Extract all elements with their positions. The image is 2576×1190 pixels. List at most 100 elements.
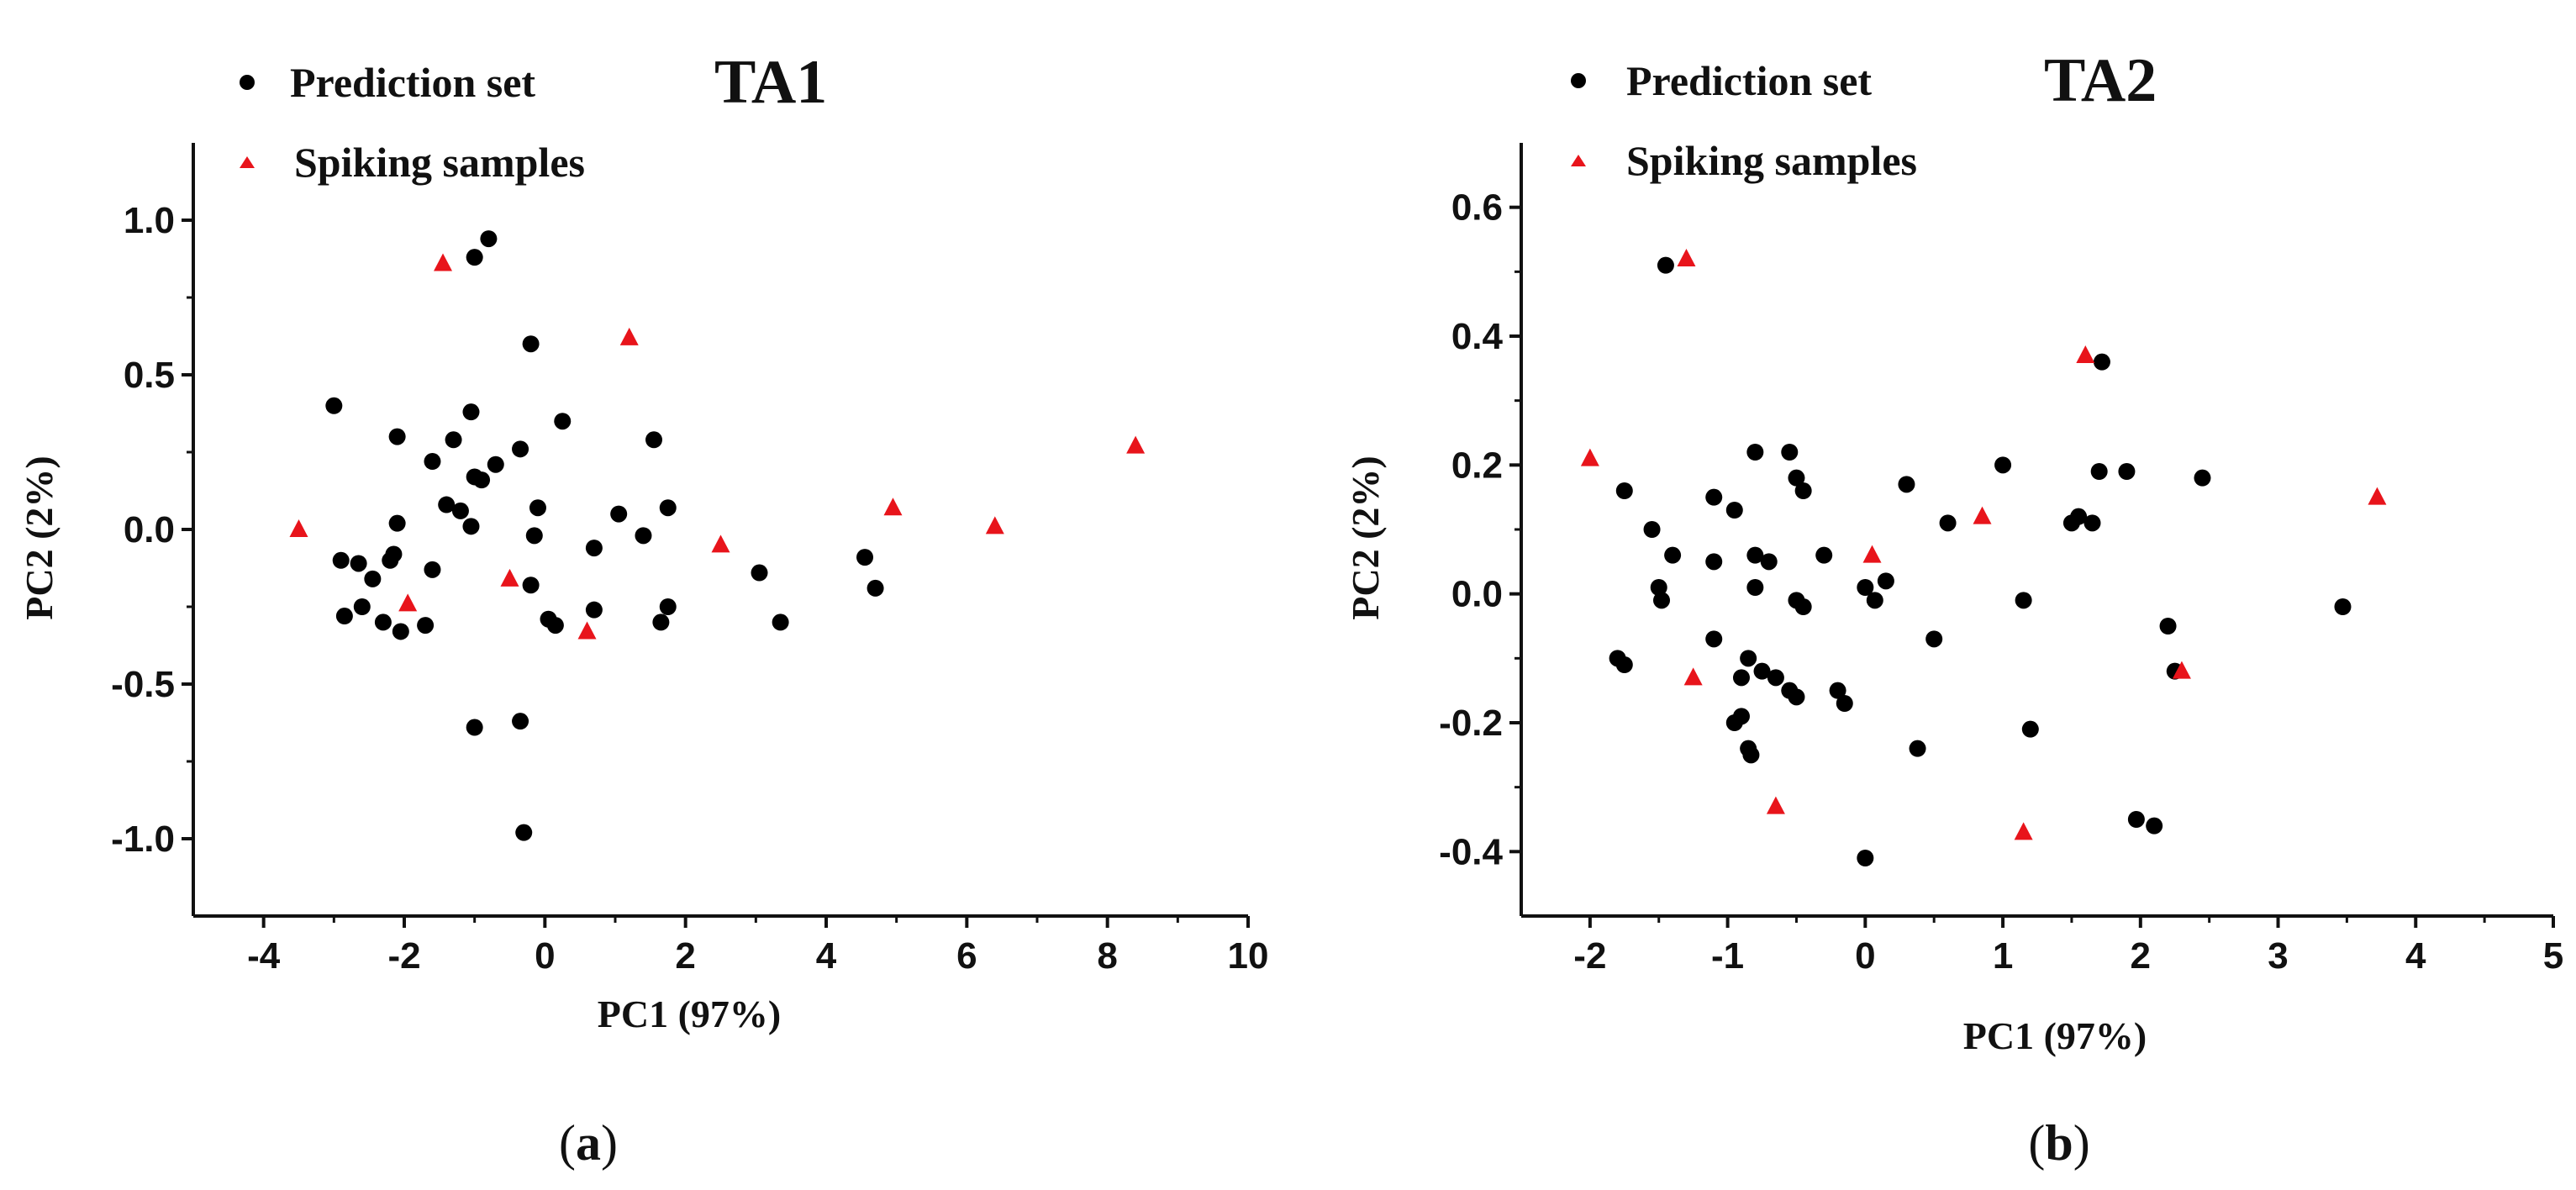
ta2-spiking-point — [2076, 345, 2095, 363]
ta1-spiking-point — [398, 593, 418, 612]
ta2-prediction-point — [1705, 553, 1723, 571]
ta2-prediction-point — [1746, 546, 1764, 564]
ta2-title: TA2 — [2044, 46, 2157, 115]
ta2-prediction-point — [1732, 669, 1750, 687]
ta2-x-tick-label: 3 — [2268, 935, 2288, 977]
ta2-prediction-point — [1657, 256, 1674, 274]
ta1-prediction-point — [856, 549, 874, 566]
ta2-prediction-point — [1857, 579, 1874, 596]
ta1-y-ticks: -1.0 -0.5 0.0 0.5 1.0 — [111, 200, 193, 860]
ta2-prediction-point — [1615, 482, 1633, 499]
ta1-prediction-point — [522, 577, 540, 594]
ta1-x-tick-label: 2 — [675, 935, 695, 977]
ta1-prediction-point — [772, 613, 789, 631]
ta2-prediction-point — [1788, 688, 1805, 706]
ta2-x-tick-label: -2 — [1573, 935, 1606, 977]
ta2-prediction-point — [1877, 572, 1894, 590]
ta2-spiking-point — [1862, 545, 1882, 563]
ta1-x-axis-title: PC1 (97%) — [598, 993, 781, 1035]
ta1-prediction-point — [350, 555, 367, 572]
ta1-x-tick-label: -4 — [247, 935, 281, 977]
ta1-x-tick-label: -2 — [387, 935, 420, 977]
ta1-points — [289, 230, 1146, 841]
ta2-spiking-point — [2014, 822, 2033, 840]
ta1-spiking-point — [711, 534, 730, 553]
ta2-x-tick-label: 4 — [2405, 935, 2426, 977]
ta2-spiking-point — [1973, 506, 1992, 524]
ta1-prediction-point — [374, 613, 392, 631]
ta1-y-tick-label: -0.5 — [111, 664, 175, 705]
ta2-prediction-point — [2334, 598, 2352, 615]
ta2-prediction-point — [1857, 850, 1874, 866]
ta2-prediction-point — [1742, 746, 1760, 764]
ta1-prediction-point — [525, 527, 543, 545]
ta2-y-tick-label: 0.2 — [1451, 445, 1503, 486]
ta1-prediction-point — [462, 518, 480, 535]
ta1-prediction-point — [438, 496, 456, 513]
ta1-prediction-point — [659, 598, 677, 615]
ta1-x-tick-label: 6 — [956, 935, 977, 977]
ta2-prediction-point — [1746, 444, 1764, 461]
ta2-prediction-point — [2090, 463, 2108, 480]
ta2-y-axis-title: PC2 (2%) — [1344, 455, 1387, 619]
ta2-panel-label: (b) — [2028, 1115, 2089, 1171]
ta1-x-tick-label: 4 — [816, 935, 837, 977]
ta2-x-axis-title: PC1 (97%) — [1963, 1014, 2147, 1057]
ta1-prediction-point — [325, 397, 343, 414]
ta2-prediction-point — [1788, 469, 1805, 487]
ta1-y-tick-label: 0.0 — [124, 509, 175, 550]
ta1-prediction-point — [635, 527, 652, 545]
ta2-prediction-point — [1925, 630, 1943, 648]
ta2-spiking-point — [1677, 249, 1696, 266]
ta2-y-tick-label: -0.4 — [1439, 831, 1503, 872]
ta2-prediction-point — [1794, 598, 1812, 615]
ta1-prediction-point — [462, 403, 480, 421]
ta2-prediction-point — [2127, 811, 2145, 828]
ta2-x-ticks: -2 -1 0 1 2 3 4 5 — [1573, 916, 2563, 977]
ta2-prediction-point — [1725, 502, 1743, 519]
ta2-prediction-point — [1664, 546, 1682, 564]
ta1-spiking-point — [434, 253, 453, 271]
ta1-y-tick-label: 0.5 — [124, 355, 175, 396]
ta1-prediction-point — [546, 617, 564, 634]
ta1-prediction-point — [522, 335, 540, 353]
ta1-prediction-point — [554, 413, 572, 430]
ta2-prediction-point — [1815, 546, 1833, 564]
ta1-prediction-point — [466, 249, 483, 266]
ta2-legend-spiking-label: Spiking samples — [1626, 137, 1917, 184]
ta1-prediction-point — [512, 713, 529, 730]
ta2-prediction-point — [2118, 463, 2136, 480]
ta1-prediction-point — [335, 608, 353, 625]
ta1-prediction-point — [388, 514, 406, 532]
ta2-spiking-point — [2172, 661, 2191, 679]
ta2-legend-prediction-label: Prediction set — [1626, 57, 1872, 104]
ta2-prediction-point — [2159, 618, 2177, 634]
ta2-spiking-point — [1683, 667, 1703, 686]
ta2-y-tick-label: 0.6 — [1451, 187, 1503, 229]
ta1-panel-letter: a — [576, 1115, 601, 1171]
ta1-prediction-point — [466, 719, 483, 736]
ta1-prediction-point — [529, 499, 546, 517]
ta1-spiking-point — [289, 519, 308, 537]
ta1-x-tick-label: 10 — [1228, 935, 1269, 977]
ta2-x-tick-label: -1 — [1711, 935, 1744, 977]
ta2-prediction-point — [2021, 720, 2039, 738]
ta1-prediction-point — [451, 502, 469, 519]
ta1-spiking-point — [883, 498, 903, 516]
ta2-prediction-point — [2194, 469, 2211, 487]
ta2-prediction-point — [1781, 444, 1799, 461]
ta2-panel-letter: b — [2045, 1115, 2073, 1171]
ta1-legend: Prediction set Spiking samples — [240, 59, 585, 186]
ta2-legend-spiking-marker — [1571, 155, 1586, 166]
ta2-prediction-point — [1753, 662, 1771, 680]
ta2-spiking-point — [1580, 448, 1599, 466]
ta2-legend: Prediction set Spiking samples — [1571, 57, 1917, 184]
ta2-prediction-point — [2083, 514, 2101, 532]
ta2-prediction-point — [1732, 708, 1750, 725]
ta2-prediction-point — [1650, 579, 1667, 596]
ta1-legend-prediction-label: Prediction set — [290, 59, 535, 106]
ta2-y-tick-label: 0.4 — [1451, 316, 1504, 357]
ta2-y-tick-label: -0.2 — [1439, 703, 1503, 744]
ta2-prediction-point — [2146, 817, 2163, 835]
ta2-prediction-point — [1994, 456, 2012, 474]
